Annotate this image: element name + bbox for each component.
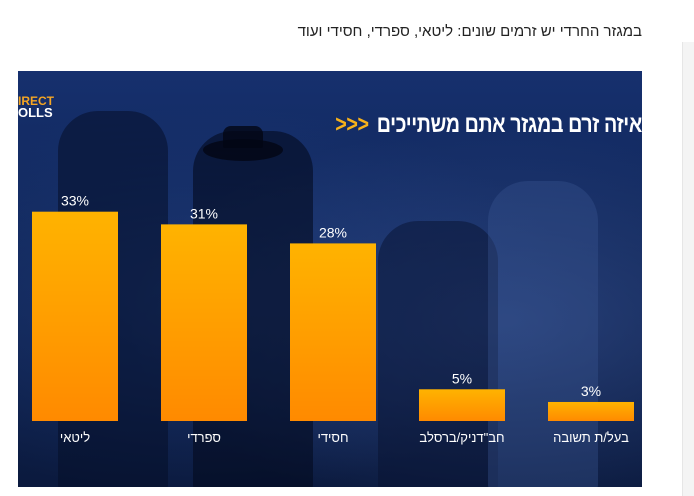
background-figure (378, 221, 498, 487)
chart-title-text: איזה זרם במגזר אתם משתייכים (376, 111, 642, 138)
bar-2 (161, 224, 247, 421)
bar-5 (548, 401, 634, 421)
logo-line-2: OLLS (18, 105, 53, 120)
category-label: ליטאי (60, 430, 90, 445)
category-label: ספרדי (187, 430, 221, 445)
category-label: בעל/ת תשובה (553, 430, 629, 445)
bar-value-label: 5% (452, 370, 472, 386)
chart-title: איזה זרם במגזר אתם משתייכים <<< (335, 111, 642, 139)
poll-chart-image: IRECT OLLS איזה זרם במגזר אתם משתייכים <<… (18, 71, 642, 487)
category-label: חסידי (317, 430, 348, 445)
bar-4 (419, 389, 505, 421)
bar-3 (290, 243, 376, 421)
side-panel (682, 42, 694, 496)
article-caption: במגזר החרדי יש זרמים שונים: ליטאי, ספרדי… (297, 24, 642, 40)
bar-value-label: 28% (319, 224, 347, 240)
category-label: חב"דניק/ברסלב (419, 430, 504, 445)
bar-value-label: 33% (61, 193, 89, 209)
bar-1 (32, 211, 118, 421)
article-caption-strip: במגזר החרדי יש זרמים שונים: ליטאי, ספרדי… (18, 24, 642, 48)
background-figure (488, 181, 598, 487)
bar-value-label: 3% (581, 383, 601, 399)
logo-line-1: IRECT (18, 94, 54, 108)
background-hat-crown (223, 126, 263, 148)
bar-value-label: 31% (190, 205, 218, 221)
title-arrows: <<< (335, 111, 369, 138)
bar-chart: 33% ליטאי 31% ספרדי 28% חסידי 5% חב"דניק/ברסלב 3… (32, 193, 634, 445)
poll-logo: IRECT OLLS (18, 95, 54, 119)
